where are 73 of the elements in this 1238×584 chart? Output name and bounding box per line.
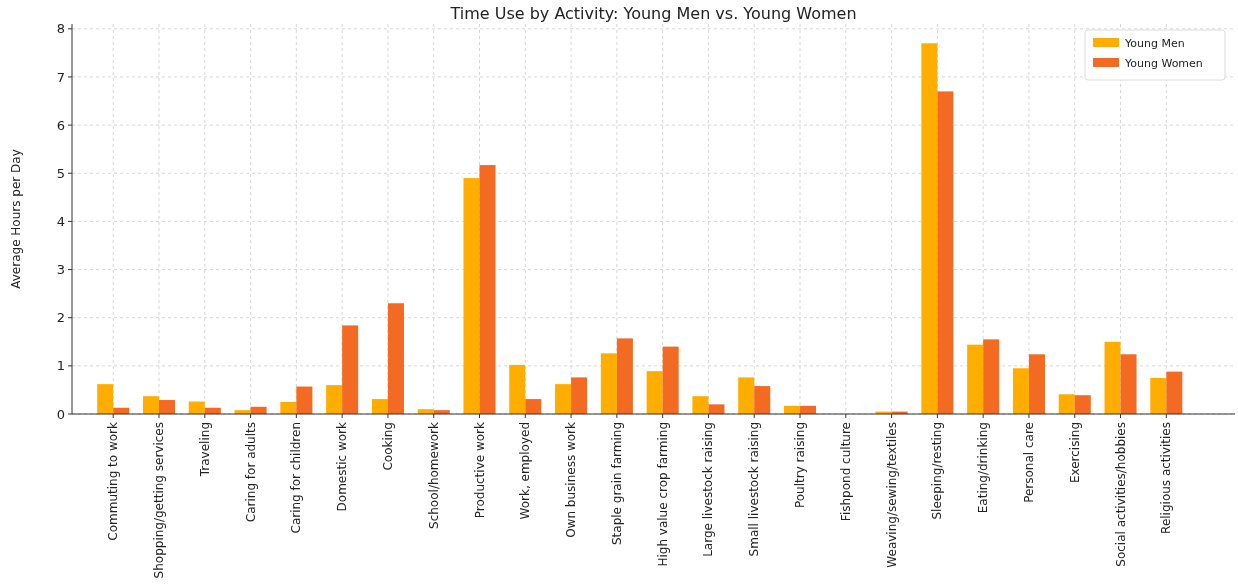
bar: [937, 91, 954, 414]
x-tick-label: Caring for children: [289, 422, 304, 534]
bar: [1120, 354, 1137, 414]
bar: [326, 385, 343, 414]
legend-label: Young Women: [1124, 56, 1203, 70]
bar: [159, 400, 176, 414]
legend-label: Young Men: [1124, 36, 1185, 50]
bar: [708, 404, 725, 414]
y-tick-label: 0: [56, 406, 65, 422]
bar: [525, 399, 542, 414]
x-tick-label: Shopping/getting services: [152, 422, 166, 579]
x-tick-label: Social activities/hobbies: [1113, 422, 1128, 567]
bar: [1074, 395, 1091, 414]
bar: [142, 396, 159, 414]
bar: [342, 325, 359, 414]
y-tick-label: 5: [56, 165, 65, 181]
x-tick-label: Fishpond culture: [838, 422, 853, 522]
bar: [1150, 377, 1167, 414]
bar: [921, 43, 938, 414]
x-tick-label: Large livestock raising: [701, 422, 716, 557]
bar: [188, 401, 205, 414]
bar: [1012, 368, 1029, 414]
bar: [463, 178, 480, 414]
y-tick-label: 7: [56, 69, 65, 85]
bar: [646, 371, 663, 414]
bar: [1028, 354, 1045, 414]
x-tick-label: Domestic work: [335, 421, 350, 512]
x-tick-label: Small livestock raising: [747, 422, 762, 557]
x-tick-label: Eating/drinking: [976, 422, 991, 514]
bar: [754, 386, 771, 414]
bar: [479, 165, 496, 414]
bar: [662, 346, 679, 414]
y-tick-label: 2: [56, 310, 65, 326]
x-tick-label: Religious activities: [1159, 422, 1174, 534]
bar: [692, 396, 709, 414]
bar: [616, 338, 633, 414]
bar: [371, 399, 388, 414]
x-tick-label: Commuting to work: [106, 421, 121, 541]
y-tick-label: 8: [56, 21, 65, 37]
x-tick-label: Productive work: [472, 421, 487, 519]
x-tick-label: Poultry raising: [793, 422, 808, 509]
x-tick-label: School/homework: [426, 421, 441, 529]
bar: [738, 377, 755, 414]
x-tick-label: Exercising: [1067, 422, 1082, 484]
x-tick-label: Caring for adults: [243, 422, 258, 523]
bar: [555, 384, 572, 414]
bar: [983, 339, 1000, 414]
y-tick-label: 6: [56, 117, 65, 133]
x-tick-label: Weaving/sewing/textiles: [884, 422, 899, 568]
x-tick-label: Cooking: [380, 422, 395, 471]
x-tick-label: Staple grain farming: [609, 422, 624, 546]
bar: [600, 353, 617, 414]
bar: [1058, 394, 1075, 414]
y-tick-label: 1: [56, 358, 65, 374]
bar: [509, 364, 526, 414]
bar: [296, 386, 313, 414]
x-tick-label: Work, employed: [518, 422, 533, 520]
x-tick-label: Sleeping/resting: [930, 422, 945, 520]
y-tick-label: 4: [56, 213, 65, 229]
y-tick-label: 3: [56, 262, 65, 278]
x-tick-label: High value crop farming: [655, 422, 670, 567]
bar: [967, 344, 984, 414]
bar: [1104, 341, 1121, 414]
bar: [1166, 371, 1183, 414]
bar: [387, 303, 404, 414]
y-axis-title: Average Hours per Day: [9, 149, 23, 289]
bar: [280, 401, 297, 414]
bar: [97, 384, 114, 414]
bar: [571, 377, 588, 414]
chart-title: Time Use by Activity: Young Men vs. Young Women: [449, 4, 857, 23]
x-tick-label: Personal care: [1021, 422, 1036, 503]
x-tick-label: Own business work: [564, 421, 579, 538]
x-tick-label: Traveling: [197, 422, 212, 478]
